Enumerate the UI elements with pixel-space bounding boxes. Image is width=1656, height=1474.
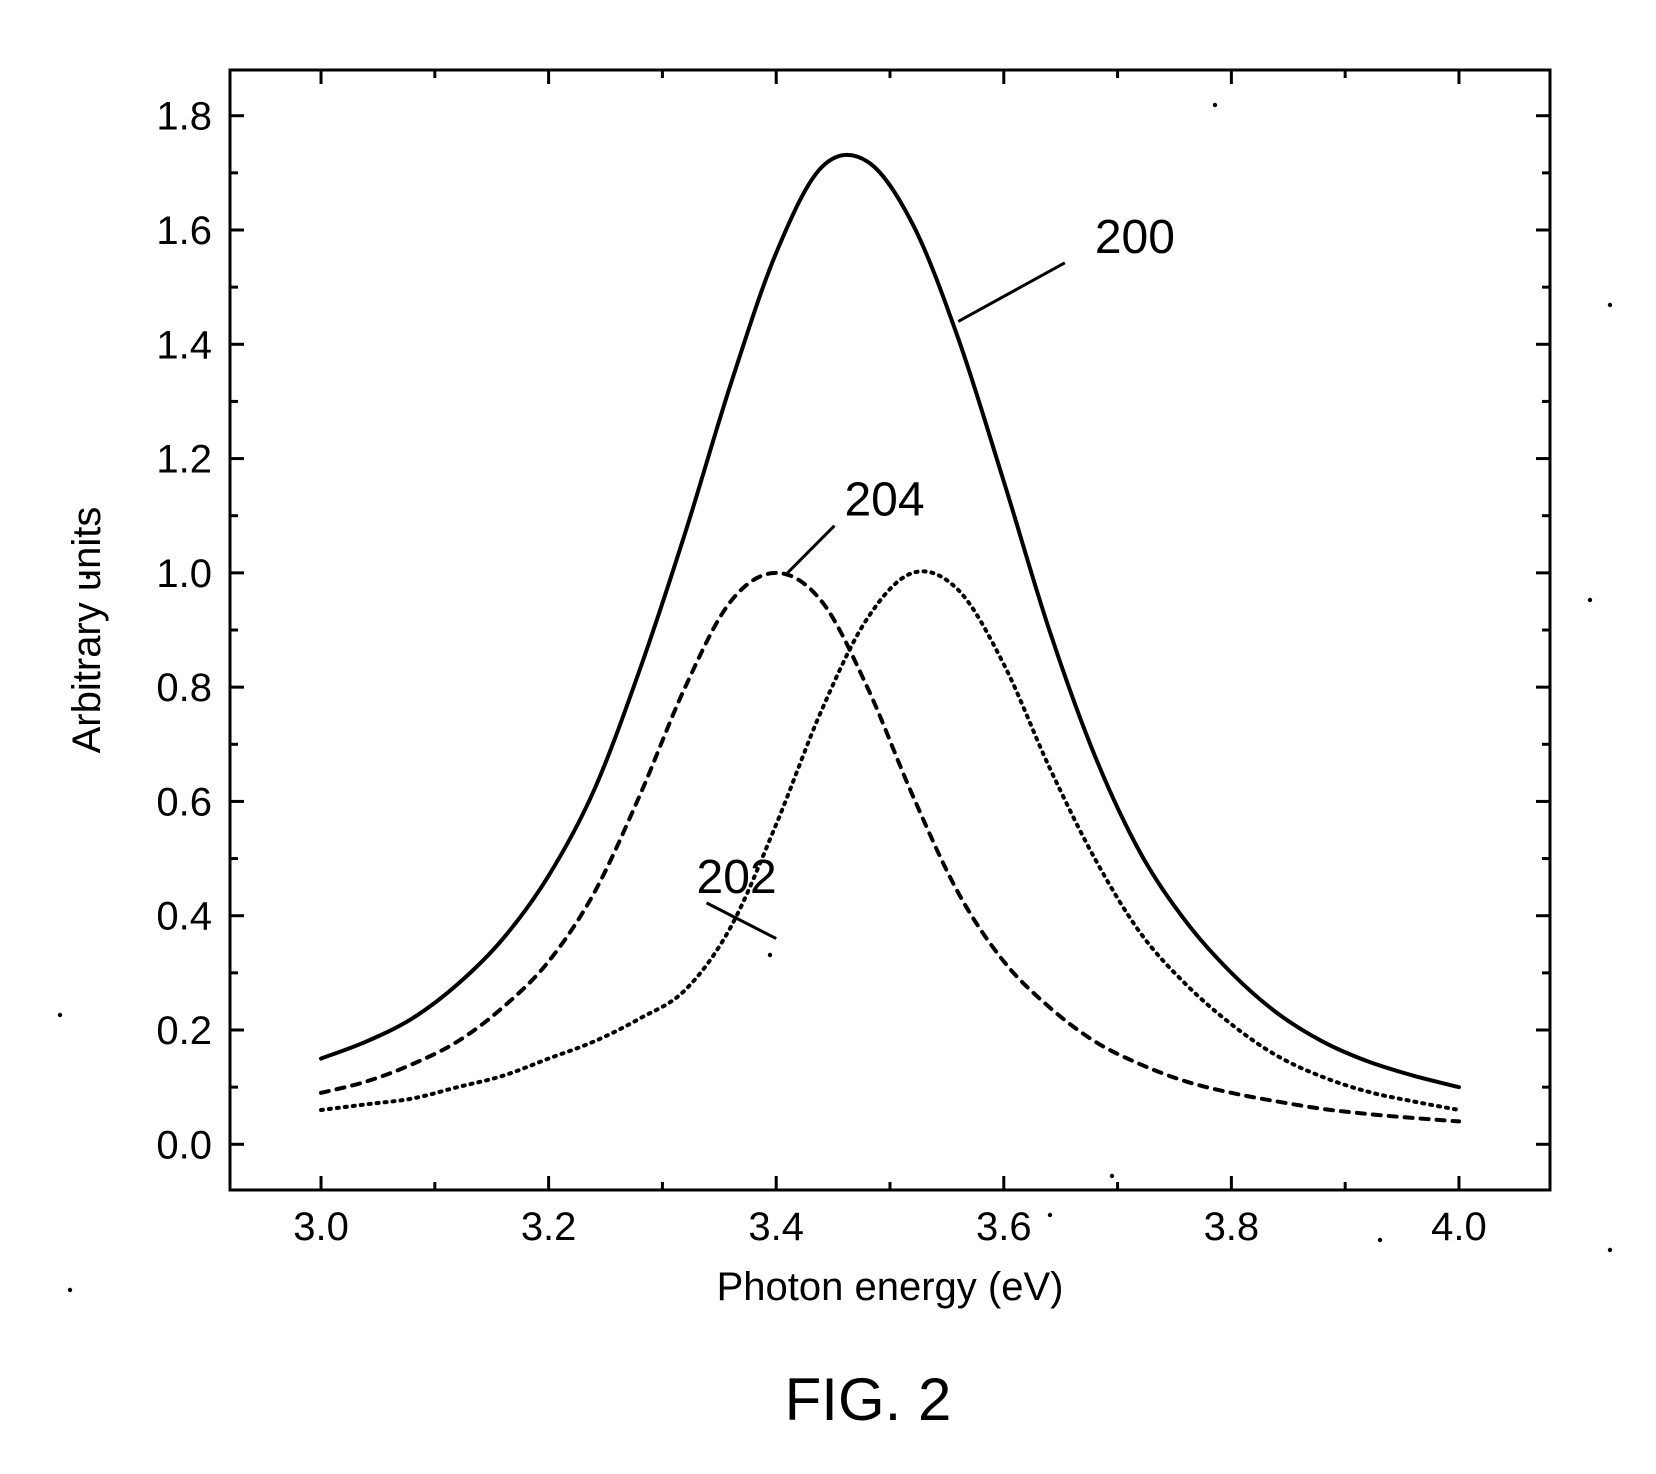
- x-tick-label: 3.8: [1204, 1205, 1260, 1249]
- y-tick-label: 1.0: [156, 552, 212, 596]
- y-tick-label: 1.4: [156, 323, 212, 367]
- y-tick-label: 0.6: [156, 780, 212, 824]
- speck: [1213, 103, 1217, 107]
- speck: [68, 1288, 72, 1292]
- x-tick-label: 3.6: [976, 1205, 1032, 1249]
- y-tick-label: 0.0: [156, 1123, 212, 1167]
- series-200: [321, 155, 1459, 1087]
- series-202: [321, 571, 1459, 1110]
- x-axis-label: Photon energy (eV): [717, 1265, 1064, 1309]
- y-axis-label: Arbitrary units: [65, 507, 109, 754]
- y-tick-label: 0.2: [156, 1009, 212, 1053]
- speck: [1608, 1248, 1612, 1252]
- plot-frame: [230, 70, 1550, 1190]
- y-tick-label: 1.8: [156, 95, 212, 139]
- x-tick-label: 4.0: [1431, 1205, 1487, 1249]
- y-tick-label: 0.4: [156, 895, 212, 939]
- annotation-label-202: 202: [697, 851, 777, 904]
- speck: [1110, 1174, 1114, 1178]
- annotation-label-200: 200: [1095, 211, 1175, 264]
- annotation-leader-200: [958, 263, 1065, 322]
- x-tick-label: 3.4: [748, 1205, 804, 1249]
- speck: [58, 1013, 62, 1017]
- x-tick-label: 3.0: [293, 1205, 349, 1249]
- speck: [1378, 1238, 1382, 1242]
- speck: [1608, 303, 1612, 307]
- series-204: [321, 573, 1459, 1122]
- speck: [1048, 1213, 1052, 1217]
- annotation-label-204: 204: [844, 474, 924, 527]
- speck: [1588, 598, 1592, 602]
- y-tick-label: 1.6: [156, 209, 212, 253]
- figure-container: 3.0 3.2 3.4 3.6 3.8 4.0 0.0 0.2 0.4 0.6 0.8 1.0 1.2 1…: [0, 0, 1656, 1474]
- annotation-leader-204: [788, 526, 835, 573]
- chart-svg: 3.0 3.2 3.4 3.6 3.8 4.0 0.0 0.2 0.4 0.6 0.8 1.0 1.2 1…: [0, 0, 1656, 1474]
- figure-caption: FIG. 2: [785, 1366, 952, 1433]
- y-tick-label: 1.2: [156, 438, 212, 482]
- y-tick-label: 0.8: [156, 666, 212, 710]
- speck: [768, 953, 772, 957]
- speck: [86, 575, 90, 579]
- x-tick-label: 3.2: [521, 1205, 577, 1249]
